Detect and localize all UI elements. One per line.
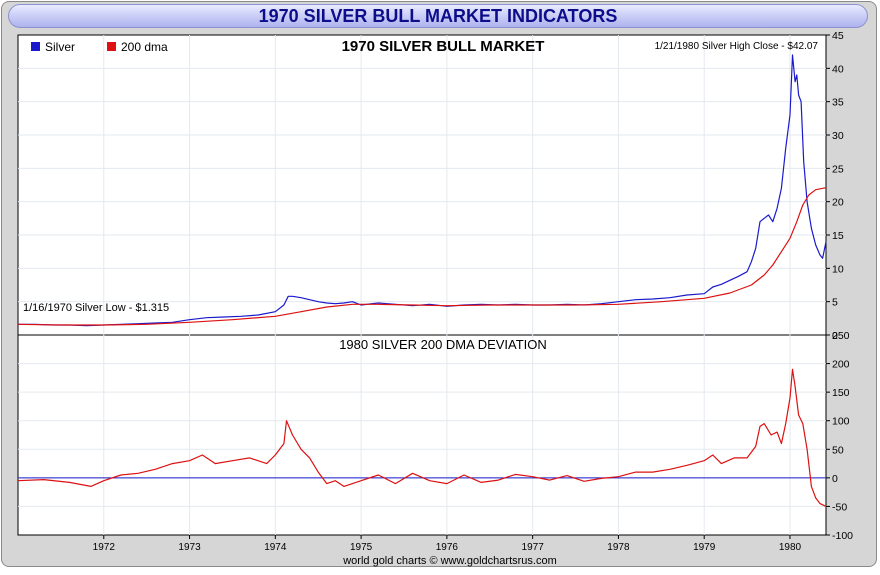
y-tick-label: 0 <box>832 330 838 342</box>
bottom-chart-title: 1980 SILVER 200 DMA DEVIATION <box>339 337 547 352</box>
y-tick-label: 40 <box>832 63 844 75</box>
legend-label-200dma: 200 dma <box>121 40 168 54</box>
annotation-high: 1/21/1980 Silver High Close - $42.07 <box>655 41 819 52</box>
x-tick-label: 1977 <box>522 542 545 553</box>
y-tick-label: 15 <box>832 230 844 242</box>
y-tick-label: 100 <box>832 416 850 428</box>
x-tick-label: 1976 <box>436 542 459 553</box>
top-series-layer <box>17 54 827 327</box>
y-tick-label: 25 <box>832 163 844 175</box>
legend-label-silver: Silver <box>45 40 75 54</box>
y-tick-label: 5 <box>832 297 838 309</box>
x-tick-label: 1975 <box>350 542 373 553</box>
page-title: 1970 SILVER BULL MARKET INDICATORS <box>8 4 868 28</box>
grid-layer <box>18 35 826 535</box>
y-tick-label: 45 <box>832 30 844 42</box>
y-tick-label: 30 <box>832 130 844 142</box>
x-tick-label: 1980 <box>779 542 802 553</box>
legend-swatch-200dma <box>107 42 116 51</box>
y-tick-label: 10 <box>832 263 844 275</box>
y-tick-label: 200 <box>832 359 850 371</box>
y-tick-label: 20 <box>832 197 844 209</box>
bottom-series-layer <box>17 368 827 507</box>
series-line-deviation <box>17 368 827 507</box>
legend-swatch-silver <box>31 42 40 51</box>
x-tick-label: 1972 <box>93 542 116 553</box>
x-tick-label: 1978 <box>607 542 630 553</box>
y-tick-label: 35 <box>832 97 844 109</box>
y-tick-label: 150 <box>832 387 850 399</box>
footer-credit: world gold charts © www.goldchartsrus.co… <box>342 555 557 567</box>
series-line-200-dma <box>17 187 827 326</box>
y-tick-label: 50 <box>832 444 844 456</box>
y-tick-label: -100 <box>832 530 853 542</box>
y-tick-label: -50 <box>832 501 847 513</box>
y-tick-label: 0 <box>832 473 838 485</box>
axis-layer: 1972 1973 1974 1975 1976 1977 1978 1979 1980 0 5 10… <box>93 30 854 553</box>
annotation-low: 1/16/1970 Silver Low - $1.315 <box>23 302 169 314</box>
x-tick-label: 1979 <box>693 542 716 553</box>
x-tick-label: 1973 <box>178 542 201 553</box>
y-tick-label: 250 <box>832 330 850 342</box>
x-tick-label: 1974 <box>264 542 287 553</box>
plot-panel <box>17 34 827 536</box>
top-chart-title: 1970 SILVER BULL MARKET <box>342 38 545 55</box>
